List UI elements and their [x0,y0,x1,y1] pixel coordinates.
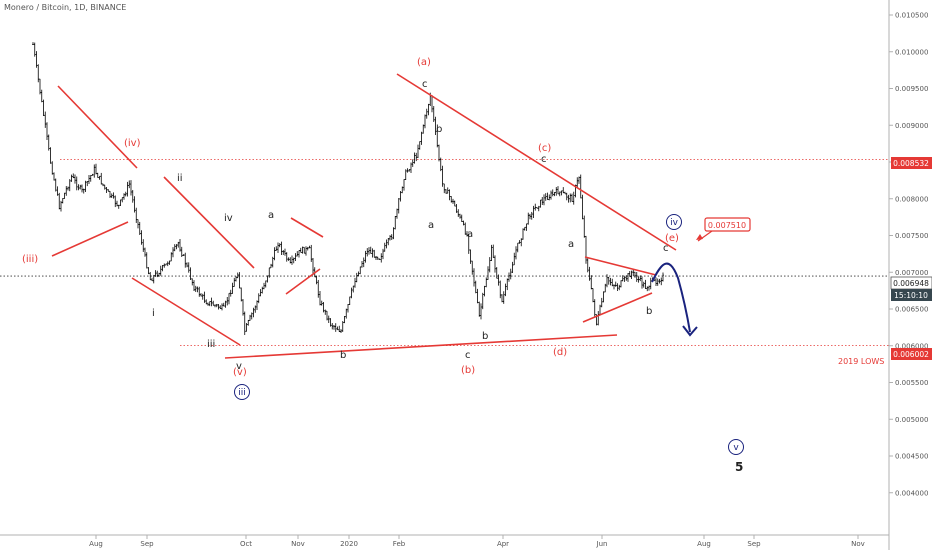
trendlines [51,73,677,359]
wave-label-a-paren: (a) [417,57,431,68]
y-tick-label: 0.004500 [895,453,928,461]
lows-label: 2019 LOWS [838,357,884,366]
wave-label-iv-paren: (iv) [124,138,141,149]
wave-label-d-paren: (d) [553,347,567,358]
wave-label-b-1: b [340,350,346,361]
wave-label-a-3: a [467,229,473,240]
countdown-tag: 15:10:10 [894,291,928,300]
y-tick-label: 0.008000 [895,195,928,203]
wave-label-i: i [152,308,155,319]
wave-label-b-paren: (b) [461,365,475,376]
x-tick-label: Aug [697,540,711,548]
x-tick-label: Jun [596,540,608,548]
wave-label-v-paren: (v) [233,367,247,378]
y-tick-label: 0.006000 [895,342,928,350]
countdown-tag-bg [891,289,932,301]
wave-label-a-2: a [428,220,434,231]
y-tick-label: 0.006500 [895,306,928,314]
trendline-flag-lower [285,268,321,295]
price-tag-resistance-bg [891,157,932,169]
x-tick-label: Nov [851,540,865,548]
wave-label-b-2: b [436,124,442,135]
y-tick-label: 0.009500 [895,85,928,93]
wave-label-c-top: c [422,79,428,90]
x-tick-label: Sep [140,540,154,548]
y-tick-label: 0.007500 [895,232,928,240]
y-tick-label: 0.007000 [895,269,928,277]
x-axis-ticks: Aug Sep Oct Nov 2020 Feb Apr Jun Aug Sep Nov [89,535,865,548]
trendline-e-lower [582,292,653,323]
y-tick-label: 0.010000 [895,48,928,56]
wave-label-iv: iv [224,213,233,224]
price-candles [32,42,664,336]
y-tick-label: 0.010500 [895,12,928,20]
wave-label-b-3: b [482,331,488,342]
wave-label-c-3: c [663,243,669,254]
price-tags: 0.008532 0.006948 15:10:10 0.006002 [890,157,932,360]
trendline-triangle-lower [224,334,618,359]
y-tick-label: 0.004000 [895,489,928,497]
projection-arrowhead [682,325,698,337]
wave-label-a-1: a [268,210,274,221]
wave-label-b-4: b [646,306,652,317]
target-pointer-arrowhead [696,234,703,240]
y-tick-label: 0.005000 [895,416,928,424]
trendline-flag-upper [290,217,324,238]
x-tick-label: Nov [291,540,305,548]
projection-path [651,262,691,333]
trendline-iv-upper [57,85,138,169]
price-tag-lows: 0.006002 [893,350,929,359]
trendline-wedge-lower [131,277,241,346]
target-box-label: 0.007510 [708,221,746,230]
wave-label-iii-circle: iii [238,388,246,398]
x-tick-label: Apr [497,540,509,548]
trendline-triangle-upper [396,73,677,251]
wave-circle-iv [666,214,682,230]
wave-label-iv-circle: iv [670,218,679,228]
wave-label-v: v [236,361,242,372]
wave-label-ii: ii [177,173,183,184]
wave-label-c-2: c [541,154,547,165]
price-marker-lines [0,159,889,347]
y-tick-label: 0.009000 [895,122,928,130]
x-tick-label: Oct [240,540,252,548]
price-tag-resistance: 0.008532 [893,159,929,168]
wave-labels: (iii) (iv) i ii iii iv v (v) iii a b (a)… [22,57,744,474]
x-tick-label: 2020 [340,540,358,548]
wave-label-e-paren: (e) [665,233,679,244]
chart-title: Monero / Bitcoin, 1D, BINANCE [4,3,126,12]
price-tag-last: 0.006948 [893,279,929,288]
wave-circle-v [728,439,744,455]
wave-label-v-circle: v [733,443,739,453]
wave-label-iii: iii [207,339,215,350]
price-tag-lows-bg [891,348,932,360]
x-tick-label: Aug [89,540,103,548]
wave-label-c-low: c [465,350,471,361]
wave-label-five: 5 [735,460,743,474]
wave-label-a-4: a [568,239,574,250]
y-tick-label: 0.005500 [895,379,928,387]
x-tick-label: Feb [393,540,406,548]
trendline-e-upper [584,256,657,276]
x-tick-label: Sep [747,540,761,548]
wave-circle-iii [234,384,250,400]
wave-label-iii-paren: (iii) [22,254,38,265]
trendline-iv-lower [51,221,129,257]
wave-label-c-paren: (c) [538,143,551,154]
trendline-wedge-upper [163,176,255,269]
target-box [704,217,751,232]
